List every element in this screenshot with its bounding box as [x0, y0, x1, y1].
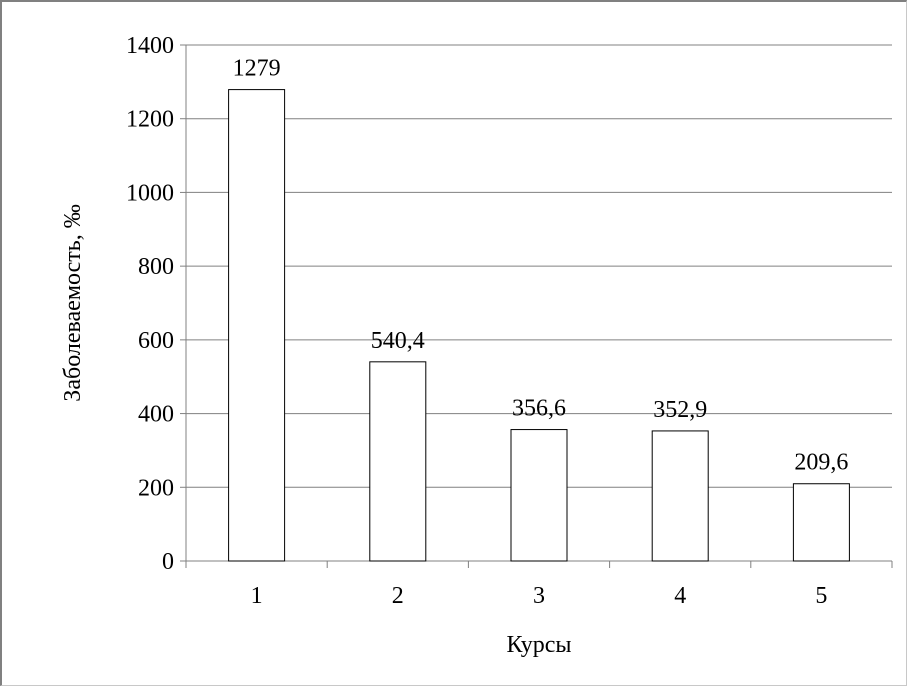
bar-course-1 [228, 89, 286, 562]
x-tick-label: 3 [533, 583, 545, 609]
y-tick-label: 800 [138, 254, 174, 280]
x-tick-label: 4 [674, 583, 686, 609]
y-tick-label: 400 [138, 402, 174, 428]
y-tick-label: 200 [138, 475, 174, 501]
bar-course-5 [792, 483, 850, 562]
y-tick-label: 1400 [126, 33, 174, 59]
data-label: 1279 [233, 56, 281, 82]
y-tick-label: 0 [162, 549, 174, 575]
y-tick-label: 1000 [126, 180, 174, 206]
grid-lines [186, 44, 892, 488]
bar-course-3 [510, 429, 568, 562]
x-tick-label: 2 [392, 583, 404, 609]
y-axis-label: Заболеваемость, ‰ [60, 204, 86, 401]
labels: 0 200 400 600 800 1000 1200 1400 1 1279 2 540,4 3 356… [126, 33, 848, 609]
data-label: 352,9 [653, 397, 707, 423]
data-label: 540,4 [371, 328, 425, 354]
x-tick-label: 5 [815, 583, 827, 609]
bar-course-4 [651, 430, 709, 562]
bars [228, 89, 850, 562]
x-tick-label: 1 [251, 583, 263, 609]
bar-course-2 [369, 361, 427, 562]
data-label: 209,6 [794, 450, 848, 476]
y-tick-label: 600 [138, 328, 174, 354]
y-tick-label: 1200 [126, 107, 174, 133]
x-axis-label: Курсы [507, 632, 572, 658]
data-label: 356,6 [512, 396, 566, 422]
